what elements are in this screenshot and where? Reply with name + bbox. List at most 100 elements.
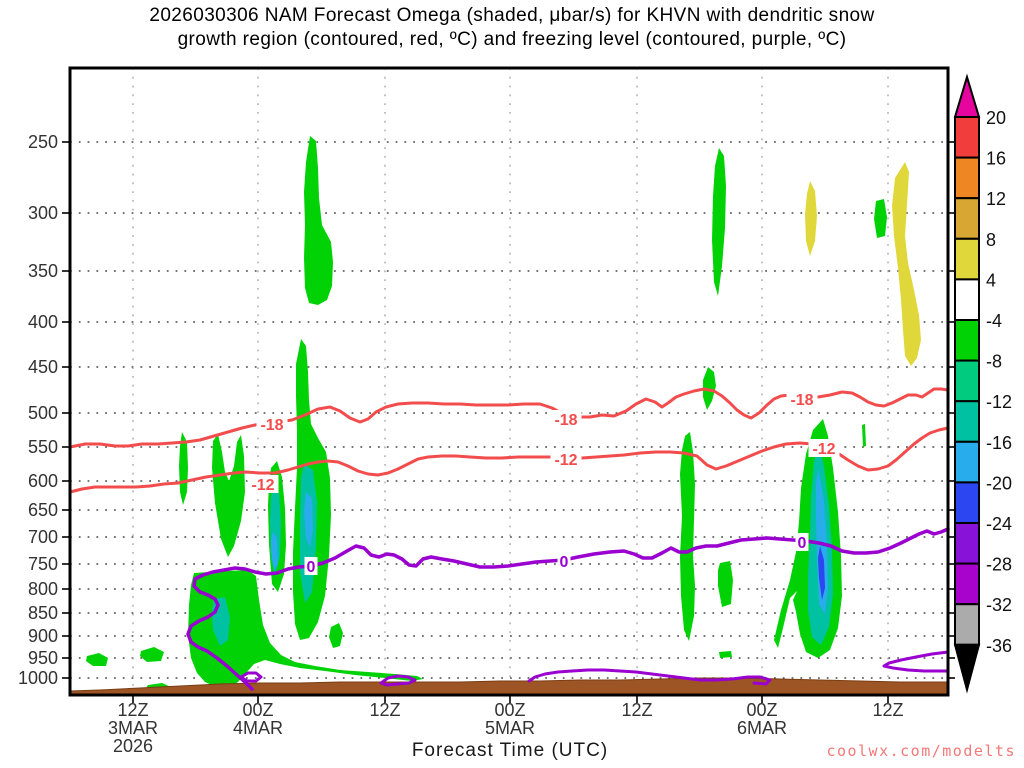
y-tick-label-550: 550 (28, 437, 58, 457)
colorbar-segment-8 (954, 440, 980, 484)
y-tick-label-250: 250 (28, 132, 58, 152)
colorbar-under-arrow (953, 643, 981, 694)
contour-label-halo-4 (550, 450, 582, 468)
colorbar-segment-10 (954, 522, 980, 565)
omega-green-frag-1 (86, 653, 108, 666)
x-tick-label-00Z: 00Z (494, 700, 525, 720)
contour-label-0-8: 0 (798, 535, 807, 552)
colorbar-label--12: -12 (986, 392, 1012, 412)
colorbar-segment-5 (954, 319, 980, 362)
contour-freezing-surface-oval-2 (379, 674, 417, 687)
x-tick-label-12Z: 12Z (369, 700, 400, 720)
y-tick-label-950: 950 (28, 648, 58, 668)
colorbar-over-arrow (953, 73, 981, 118)
x-tick-date-4MAR: 4MAR (233, 718, 283, 738)
colorbar-segment-12 (954, 603, 980, 646)
contour-label-halo-8 (795, 533, 809, 551)
colorbar-label--4: -4 (986, 311, 1002, 331)
contour-label-halo-1 (550, 410, 582, 428)
omega-yellow-lens (805, 181, 817, 256)
contour-label-halo-0 (256, 415, 288, 433)
contour-label-0-6: 0 (307, 559, 316, 576)
y-tick-label-1000: 1000 (18, 668, 58, 688)
y-tick-label-450: 450 (28, 357, 58, 377)
contour-label-halo-5 (808, 439, 840, 457)
x-tick-label-12Z: 12Z (117, 700, 148, 720)
colorbar-label--32: -32 (986, 595, 1012, 615)
omega-green-right-streak-upper (712, 148, 726, 296)
contour-freezing-right-edge (882, 650, 950, 673)
y-tick-label-500: 500 (28, 403, 58, 423)
chart-title-line2: growth region (contoured, red, ºC) and f… (177, 29, 847, 50)
y-tick-label-400: 400 (28, 312, 58, 332)
y-tick-label-800: 800 (28, 579, 58, 599)
contour-label-halo-3 (247, 475, 279, 493)
omega-green-right-dash (719, 651, 732, 658)
contour-label--12-4: -12 (554, 452, 577, 469)
omega-green-lowleft-mass (188, 570, 423, 688)
colorbar-segment-9 (954, 481, 980, 524)
y-tick-label-650: 650 (28, 500, 58, 520)
contour-label--18-1: -18 (554, 412, 577, 429)
omega-yellow-elongated (892, 162, 921, 366)
colorbar-segment-4 (954, 278, 980, 321)
watermark-link[interactable]: coolwx.com/modelts (826, 742, 1016, 760)
x-tick-label-12Z: 12Z (872, 700, 903, 720)
omega-green-frag-2 (140, 647, 164, 662)
y-tick-label-850: 850 (28, 603, 58, 623)
omega-green-sliver-left (179, 432, 188, 505)
contour-label--12-5: -12 (812, 441, 835, 458)
colorbar-label-4: 4 (986, 270, 996, 290)
omega-green-right-streak-mid (703, 367, 716, 410)
omega-sky-column-core (271, 532, 278, 570)
x-tick-date-5MAR: 5MAR (485, 718, 535, 738)
contour-label-halo-2 (786, 390, 818, 408)
contour-label-halo-6 (304, 557, 318, 575)
omega-green-double-peak (212, 434, 245, 557)
omega-green-right-rect (718, 561, 733, 607)
colorbar-label-12: 12 (986, 189, 1006, 209)
colorbar-segment-11 (954, 562, 980, 606)
omega-green-right-column (680, 432, 695, 641)
omega-green-upper-mid (304, 136, 333, 305)
y-tick-label-300: 300 (28, 203, 58, 223)
colorbar-label-8: 8 (986, 230, 996, 250)
colorbar-label--36: -36 (986, 636, 1012, 656)
colorbar-label--16: -16 (986, 433, 1012, 453)
colorbar-segment-1 (954, 156, 980, 200)
colorbar-label--28: -28 (986, 555, 1012, 575)
contour-label-0-7: 0 (560, 554, 569, 571)
y-tick-label-700: 700 (28, 527, 58, 547)
y-tick-label-600: 600 (28, 471, 58, 491)
colorbar-label-20: 20 (986, 108, 1006, 128)
colorbar-label-16: 16 (986, 149, 1006, 169)
colorbar-segment-3 (954, 237, 980, 281)
x-tick-label-00Z: 00Z (746, 700, 777, 720)
contour-label--12-3: -12 (251, 477, 274, 494)
plot-frame (68, 66, 950, 697)
x-tick-label-00Z: 00Z (242, 700, 273, 720)
omega-green-blob-mid (329, 623, 343, 648)
colorbar-segment-6 (954, 359, 980, 403)
terrain-surface (69, 677, 949, 696)
contour-freezing-surface-arc (527, 668, 772, 686)
x-tick-date-6MAR: 6MAR (737, 718, 787, 738)
y-tick-label-350: 350 (28, 261, 58, 281)
colorbar-segment-2 (954, 197, 980, 240)
x-axis-label: Forecast Time (UTC) (411, 740, 609, 761)
omega-green-thin-line (862, 424, 866, 447)
omega-green-topright-rect (874, 199, 887, 238)
omega-sky-mid-core (304, 492, 313, 548)
omega-blue-bigright-core (818, 546, 825, 600)
x-tick-year: 2026 (113, 736, 153, 756)
colorbar-label--8: -8 (986, 352, 1002, 372)
chart-title-line1: 2026030306 NAM Forecast Omega (shaded, μ… (149, 5, 875, 26)
colorbar-segment-7 (954, 400, 980, 443)
colorbar-label--24: -24 (986, 514, 1012, 534)
contour-freezing-surface-oval (239, 671, 263, 683)
y-tick-label-750: 750 (28, 554, 58, 574)
y-tick-label-900: 900 (28, 626, 58, 646)
contour-label-halo-7 (557, 552, 571, 570)
